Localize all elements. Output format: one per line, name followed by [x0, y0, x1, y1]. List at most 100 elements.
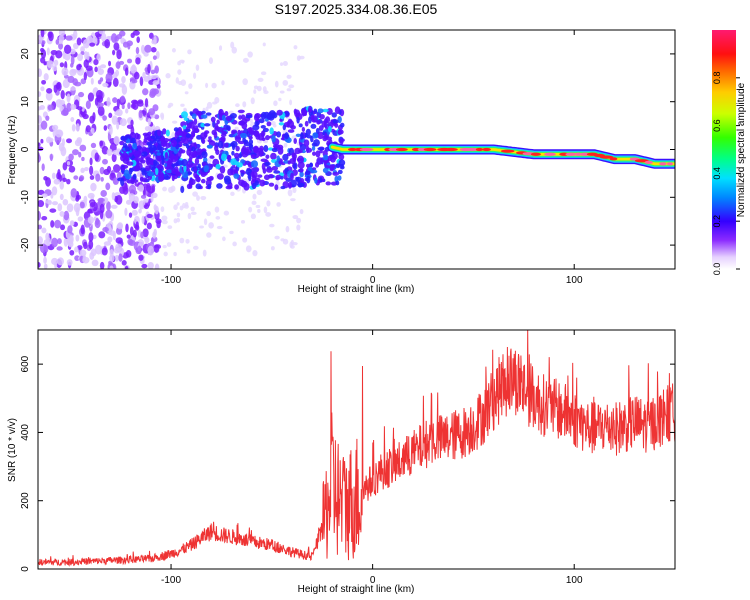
spectrogram-blob	[312, 151, 316, 156]
spectrogram-blob	[209, 163, 214, 168]
spectrogram-blob	[54, 219, 62, 229]
spectrogram-blob	[214, 144, 219, 152]
spectrogram-blob	[279, 90, 285, 94]
spectrogram-blob	[39, 243, 47, 254]
spectrogram-blob	[335, 180, 340, 186]
spectrogram-blob	[105, 209, 113, 219]
spectrogram-blob	[70, 188, 78, 198]
spectrogram-blob	[290, 172, 294, 181]
spectrogram-blob	[97, 106, 105, 117]
spectrogram-blob	[68, 153, 74, 161]
spectrogram-blob	[116, 33, 123, 40]
spectrogram-x-tick-label: 0	[370, 275, 376, 286]
spectrogram-blob	[45, 199, 52, 204]
spectrogram-blob	[286, 88, 292, 92]
spectrogram-blob	[200, 132, 207, 140]
spectrogram-blob	[206, 210, 212, 217]
spectrogram-blob	[95, 89, 103, 100]
spectrogram-blob	[165, 169, 173, 174]
spectrogram-hotspot	[644, 160, 653, 165]
spectrogram-blob	[214, 123, 219, 130]
spectrogram-blob	[104, 38, 111, 49]
spectrogram-blob	[206, 176, 214, 182]
spectrogram-blob	[310, 169, 318, 174]
spectrogram-blob	[331, 112, 337, 118]
colorbar-label: Normalized spectral amplitude	[736, 82, 747, 217]
spectrogram-blob	[155, 167, 159, 176]
spectrogram-blob	[249, 130, 254, 136]
spectrogram-blob	[38, 36, 43, 45]
spectrogram-blob	[72, 149, 79, 156]
spectrogram-blob	[153, 159, 158, 167]
spectrogram-blob	[38, 262, 41, 268]
spectrogram-blob	[185, 133, 192, 138]
spectrogram-blob	[99, 77, 104, 82]
spectrogram-blob	[82, 113, 89, 120]
spectrogram-blob	[147, 261, 154, 269]
spectrogram-blob	[146, 222, 152, 230]
spectrogram-blob	[70, 220, 75, 226]
spectrogram-blob	[119, 140, 125, 146]
spectrogram-blob	[147, 63, 151, 74]
spectrogram-blob	[248, 135, 253, 140]
spectrogram-blob	[38, 154, 41, 163]
spectrogram-blob	[127, 102, 131, 110]
spectrogram-blob	[129, 132, 136, 140]
spectrogram-blob	[120, 166, 125, 171]
spectrogram-blob	[233, 152, 240, 158]
spectrogram-blob	[268, 173, 274, 179]
snr-x-tick-label: 0	[370, 575, 376, 586]
spectrogram-hotspot	[475, 147, 484, 152]
spectrogram-blob	[167, 225, 173, 230]
spectrogram-blob	[298, 149, 303, 154]
spectrogram-blob	[310, 115, 318, 123]
spectrogram-blob	[70, 55, 75, 66]
spectrogram-blob	[51, 237, 58, 248]
spectrogram-blob	[268, 182, 275, 187]
spectrogram-hotspot	[465, 147, 479, 152]
spectrogram-blob	[265, 212, 272, 217]
spectrogram-blob	[171, 163, 176, 168]
spectrogram-blob	[297, 161, 305, 169]
spectrogram-blob	[85, 125, 91, 133]
spectrogram-blob	[163, 251, 168, 257]
spectrogram-blob	[103, 241, 112, 246]
spectrogram-blob	[192, 245, 199, 250]
spectrogram-blob	[156, 84, 161, 89]
spectrogram-blob	[193, 118, 198, 126]
spectrogram-blob	[103, 125, 108, 131]
spectrogram-blob	[165, 129, 170, 137]
spectrogram-blob	[40, 47, 45, 53]
spectrogram-blob	[135, 57, 141, 65]
spectrogram-blob	[280, 175, 284, 180]
spectrogram-blob	[257, 174, 263, 178]
spectrogram-blob	[112, 72, 118, 79]
spectrogram-blob	[216, 119, 220, 125]
spectrogram-blob	[331, 164, 336, 169]
spectrogram-blob	[106, 97, 111, 107]
spectrogram-blob	[150, 148, 154, 155]
spectrogram-blob	[274, 184, 279, 191]
spectrogram-hotspot	[634, 159, 649, 163]
spectrogram-blob	[253, 89, 257, 94]
spectrogram-blob	[141, 151, 148, 157]
spectrogram-blob	[124, 265, 129, 269]
spectrogram-blob	[151, 88, 160, 95]
spectrogram-blob	[279, 118, 283, 122]
spectrogram-blob	[113, 164, 121, 173]
spectrogram-hotspot	[347, 147, 357, 152]
snr-y-tick-label: 0	[20, 566, 31, 572]
spectrogram-blob	[66, 259, 73, 266]
spectrogram-blob	[184, 204, 189, 209]
spectrogram-blob	[181, 111, 188, 119]
spectrogram-hotspot	[395, 147, 408, 152]
spectrogram-blob	[200, 178, 206, 184]
spectrogram-blob	[190, 163, 197, 169]
spectrogram-blob	[90, 142, 97, 149]
spectrogram-blob	[165, 142, 171, 148]
snr-series-line	[38, 330, 675, 567]
spectrogram-blob	[188, 83, 193, 90]
spectrogram-blob	[89, 42, 96, 47]
spectrogram-blob	[115, 243, 122, 252]
spectrogram-blob	[318, 125, 324, 131]
